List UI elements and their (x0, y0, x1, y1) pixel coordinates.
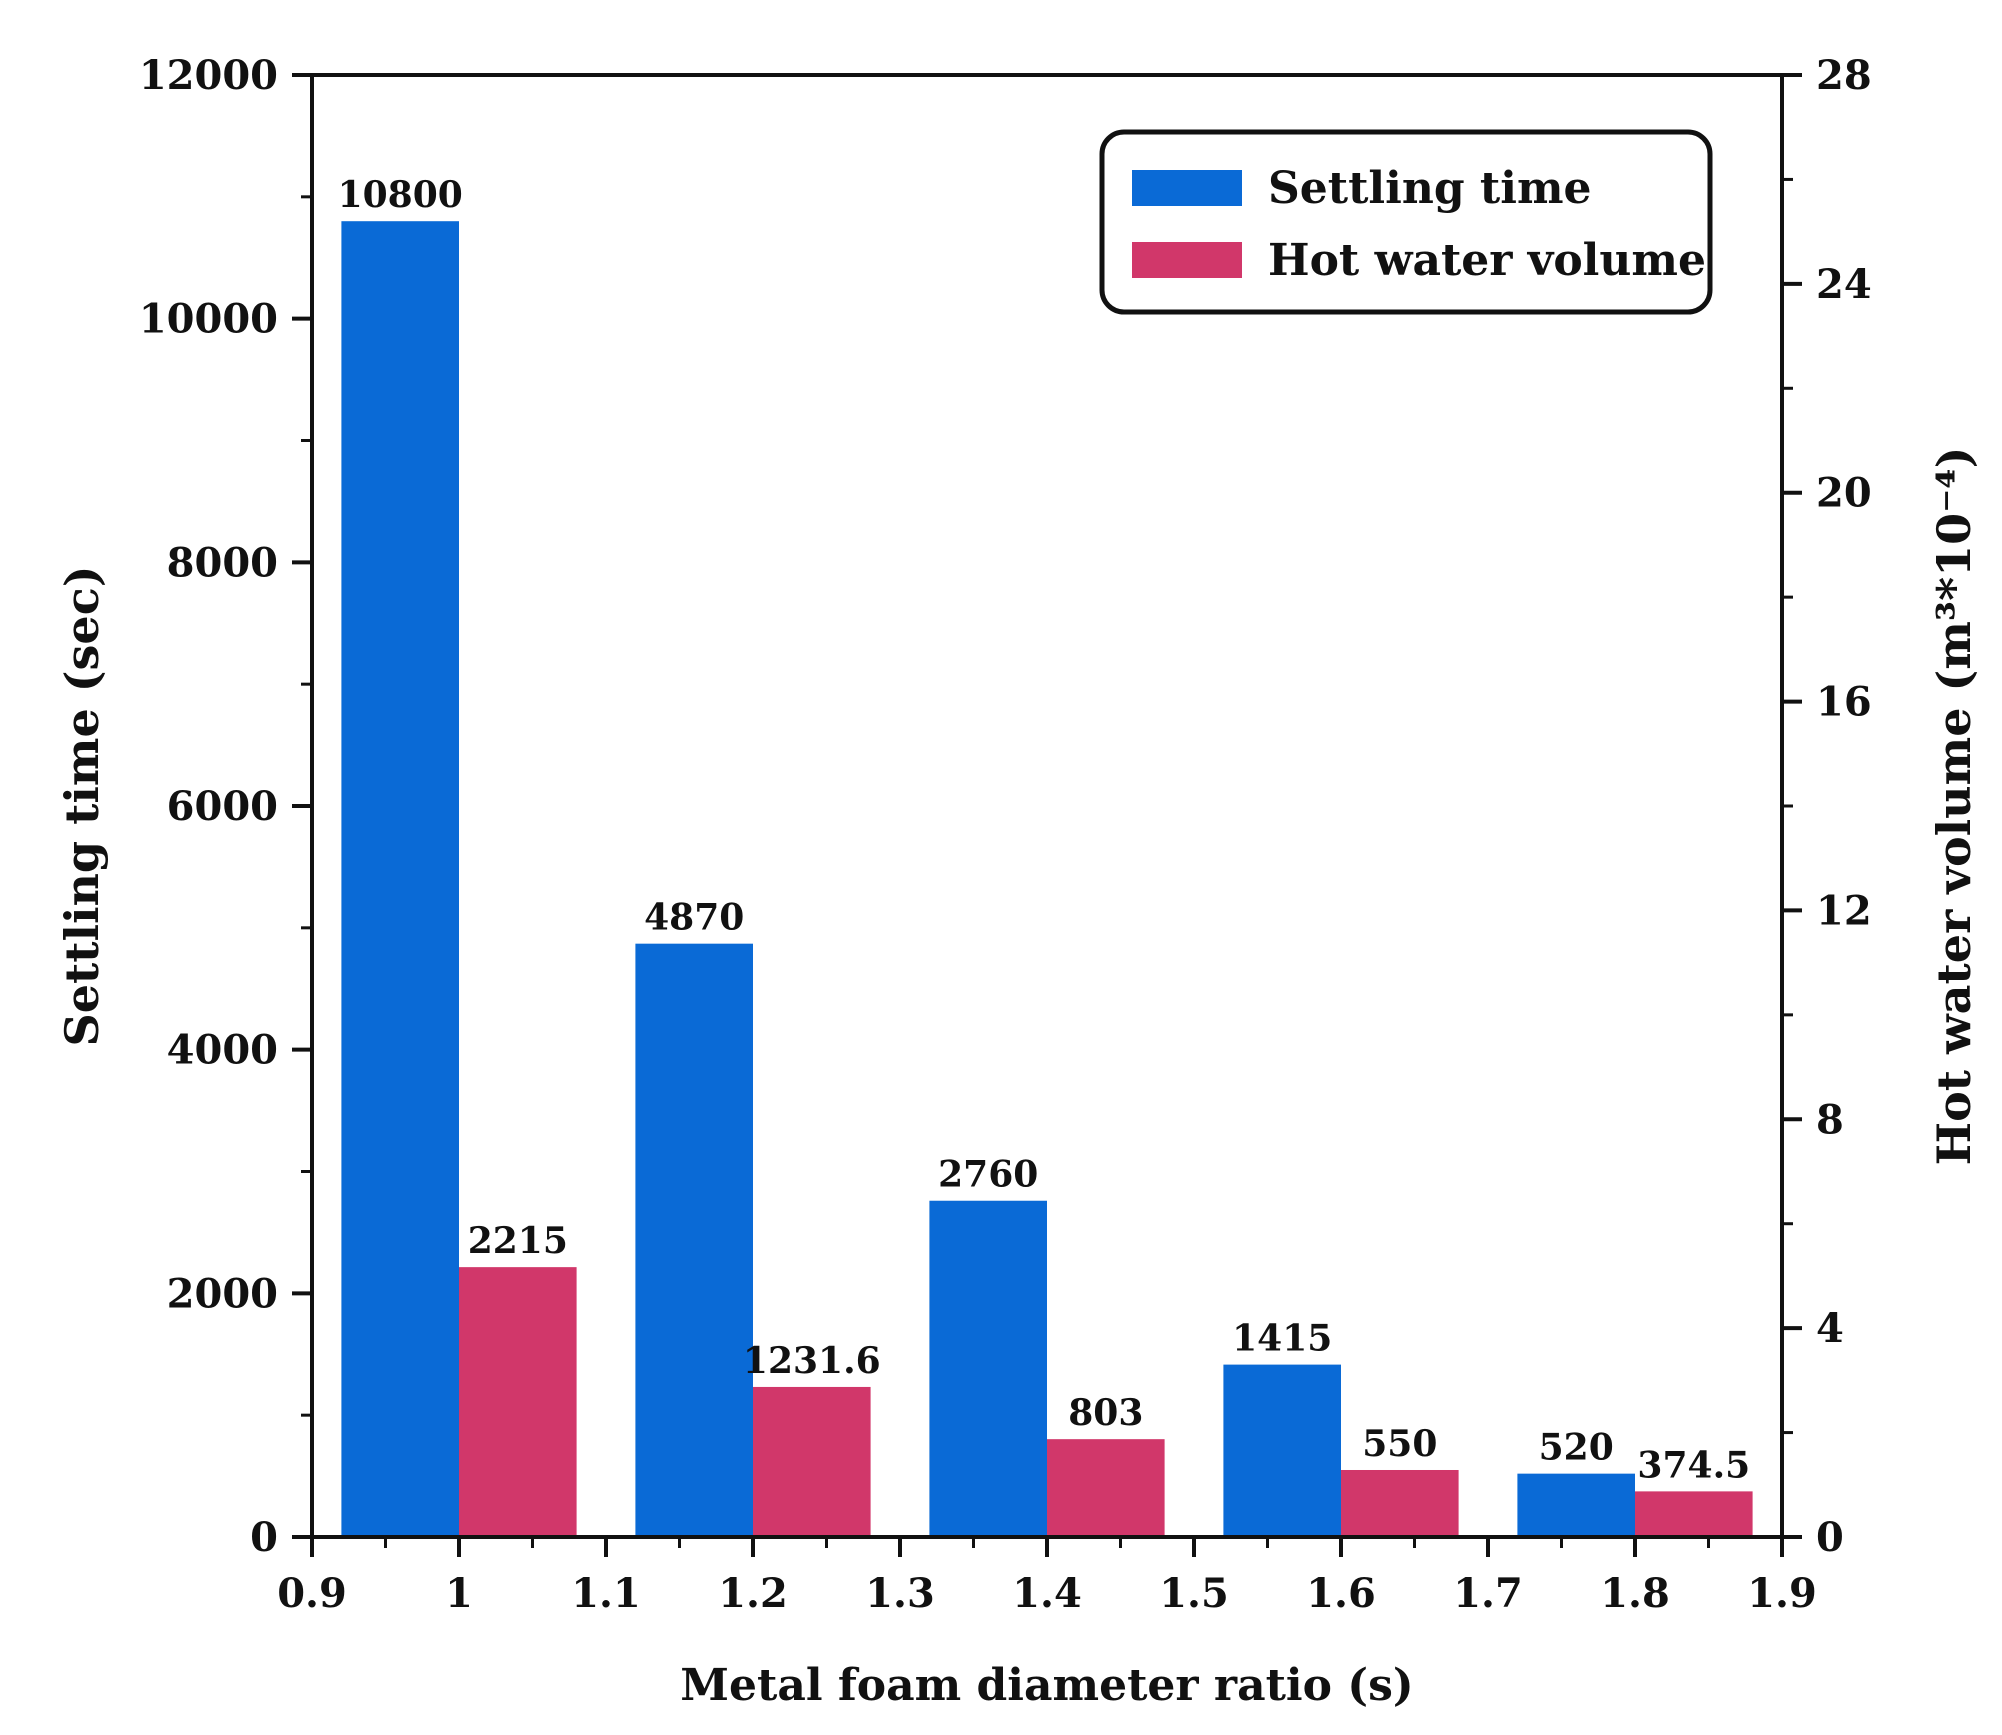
x-tick-label: 1 (445, 1570, 473, 1617)
bar-hot-water-volume (459, 1267, 577, 1537)
legend-label: Hot water volume (1268, 235, 1706, 286)
y2-tick-label: 24 (1816, 261, 1872, 308)
data-label: 2760 (938, 1154, 1038, 1196)
data-label: 374.5 (1637, 1444, 1750, 1486)
x-tick-label: 1.2 (718, 1570, 788, 1617)
bar-settling-time (929, 1201, 1047, 1537)
legend-swatch-settling-time (1132, 170, 1242, 206)
y2-tick-label: 8 (1816, 1096, 1844, 1143)
data-label: 2215 (468, 1220, 568, 1262)
data-label: 550 (1362, 1423, 1437, 1465)
data-label: 520 (1539, 1427, 1614, 1469)
y-tick-label: 6000 (167, 783, 278, 830)
bar-settling-time (1223, 1365, 1341, 1537)
y-tick-label: 12000 (139, 52, 278, 99)
data-label: 1415 (1232, 1318, 1332, 1360)
x-tick-label: 0.9 (277, 1570, 347, 1617)
x-tick-label: 1.9 (1747, 1570, 1817, 1617)
x-tick-label: 1.4 (1012, 1570, 1082, 1617)
legend-swatch-hot-water-volume (1132, 242, 1242, 278)
y-tick-label: 0 (250, 1514, 278, 1561)
bar-hot-water-volume (753, 1387, 871, 1537)
x-tick-label: 1.5 (1159, 1570, 1229, 1617)
bar-hot-water-volume (1635, 1491, 1753, 1537)
y-tick-label: 10000 (139, 296, 278, 343)
y-tick-label: 8000 (167, 539, 278, 586)
data-label: 803 (1068, 1392, 1143, 1434)
y2-tick-label: 16 (1816, 679, 1872, 726)
data-label: 1231.6 (743, 1340, 881, 1382)
bar-settling-time (635, 944, 753, 1537)
y2-tick-label: 20 (1816, 470, 1872, 517)
y2-tick-label: 0 (1816, 1514, 1844, 1561)
y-tick-label: 4000 (167, 1027, 278, 1074)
x-tick-label: 1.7 (1453, 1570, 1523, 1617)
legend-label: Settling time (1268, 163, 1592, 214)
x-tick-label: 1.8 (1600, 1570, 1670, 1617)
legend: Settling time Hot water volume (1102, 132, 1710, 312)
y2-tick-label: 4 (1816, 1305, 1844, 1352)
y2-tick-label: 28 (1816, 52, 1872, 99)
bar-hot-water-volume (1341, 1470, 1459, 1537)
x-axis-title: Metal foam diameter ratio (s) (680, 1660, 1413, 1711)
bar-hot-water-volume (1047, 1439, 1165, 1537)
x-tick-label: 1.3 (865, 1570, 935, 1617)
y2-axis-title: Hot water volume (m³*10⁻⁴) (1927, 447, 1981, 1166)
data-label: 10800 (338, 174, 463, 216)
bar-settling-time (341, 221, 459, 1537)
y2-tick-label: 12 (1816, 887, 1872, 934)
x-tick-label: 1.6 (1306, 1570, 1376, 1617)
x-tick-label: 1.1 (571, 1570, 641, 1617)
y-tick-label: 2000 (167, 1270, 278, 1317)
bar-settling-time (1517, 1474, 1635, 1537)
y-axis-title: Settling time (sec) (55, 566, 109, 1047)
data-label: 4870 (644, 897, 744, 939)
